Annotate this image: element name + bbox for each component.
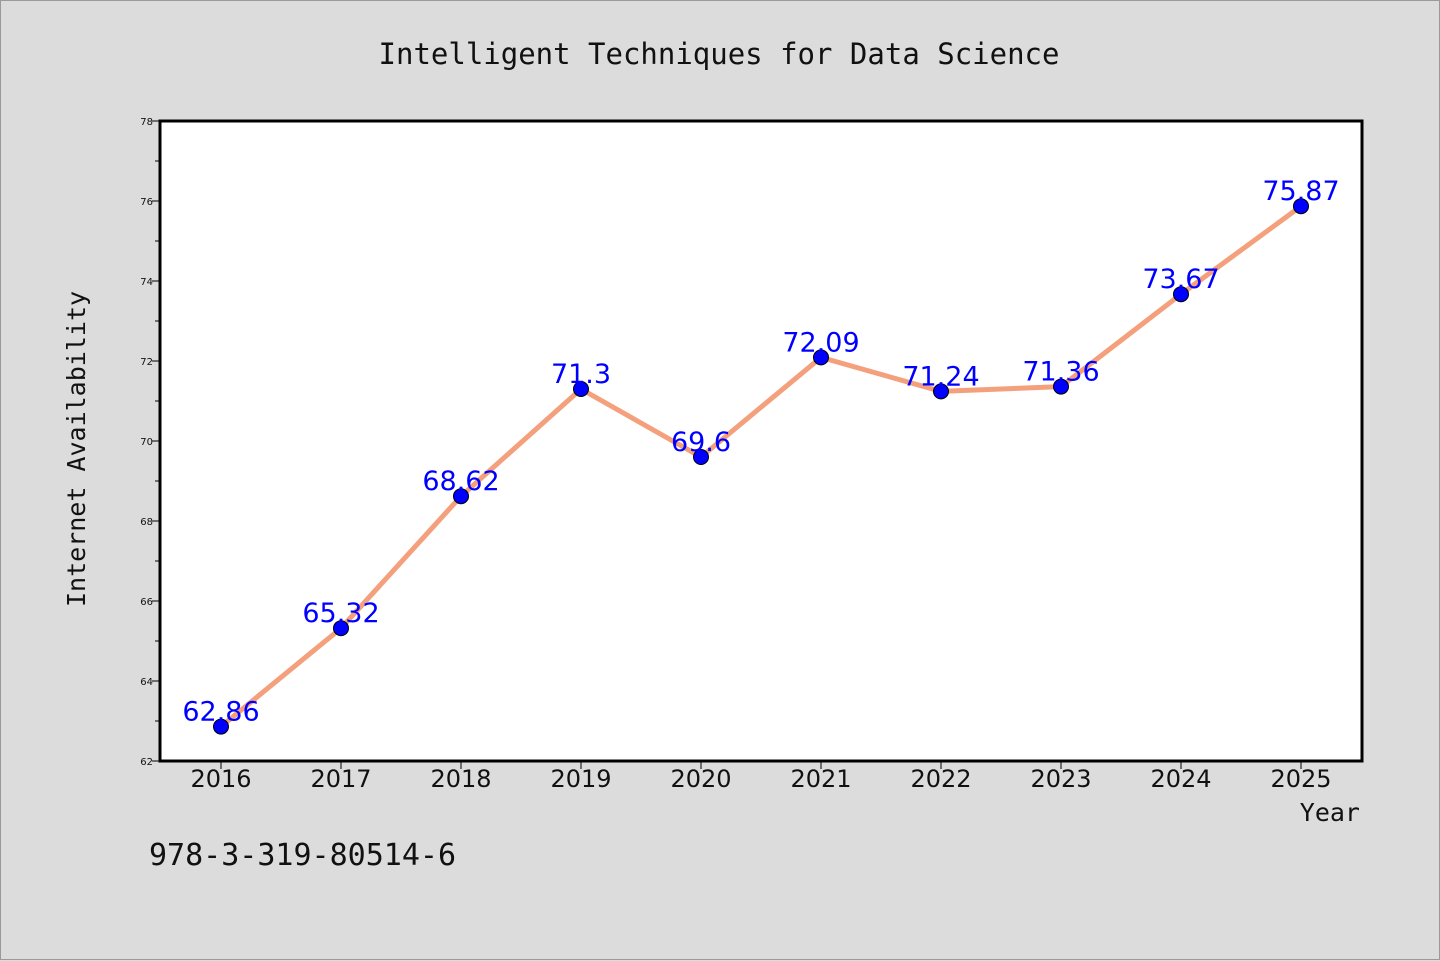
y-tick-label: 66 bbox=[140, 597, 153, 608]
data-point bbox=[1173, 286, 1189, 303]
data-point bbox=[213, 718, 229, 735]
isbn-label: 978-3-319-80514-6 bbox=[149, 838, 456, 873]
y-tick-label: 78 bbox=[140, 117, 153, 128]
data-label: 71.24 bbox=[902, 361, 979, 392]
y-tick-label: 72 bbox=[140, 357, 153, 368]
x-tick-label: 2022 bbox=[910, 765, 971, 793]
x-tick-label: 2021 bbox=[790, 765, 851, 793]
x-tick-label: 2024 bbox=[1150, 765, 1211, 793]
x-axis: 2016 2017 2018 2019 2020 2021 2022 2023 2024 2025 bbox=[190, 761, 1332, 793]
data-label: 62.86 bbox=[182, 697, 259, 728]
data-point bbox=[933, 383, 949, 400]
x-tick-label: 2025 bbox=[1270, 765, 1331, 793]
x-tick-label: 2019 bbox=[550, 765, 611, 793]
y-axis: 62 64 66 68 70 72 74 76 78 bbox=[140, 117, 160, 768]
y-tick-label: 62 bbox=[140, 757, 153, 768]
series-layer: 62.86 65.32 68.62 71.3 69.6 72.09 71.24 71.36 73… bbox=[182, 176, 1340, 735]
y-tick-label: 76 bbox=[140, 197, 153, 208]
data-label: 73.67 bbox=[1142, 264, 1219, 295]
data-point bbox=[813, 349, 829, 366]
x-tick-label: 2020 bbox=[670, 765, 731, 793]
data-label: 69.6 bbox=[671, 427, 731, 458]
chart-title: Intelligent Techniques for Data Science bbox=[379, 37, 1060, 71]
data-label: 72.09 bbox=[782, 327, 859, 358]
y-axis-label: Internet Availability bbox=[62, 291, 91, 607]
y-tick-label: 74 bbox=[140, 277, 153, 288]
data-point bbox=[333, 620, 349, 637]
x-axis-label: Year bbox=[1300, 798, 1360, 827]
x-tick-label: 2018 bbox=[430, 765, 491, 793]
data-point bbox=[693, 449, 709, 465]
data-label: 71.36 bbox=[1022, 357, 1099, 388]
data-point bbox=[573, 381, 589, 397]
data-point bbox=[453, 488, 469, 505]
y-tick-label: 64 bbox=[140, 677, 153, 688]
data-label: 75.87 bbox=[1262, 176, 1339, 207]
y-tick-label: 70 bbox=[140, 437, 153, 448]
y-tick-label: 68 bbox=[140, 517, 153, 528]
x-tick-label: 2016 bbox=[190, 765, 251, 793]
plot-area bbox=[158, 119, 1364, 763]
data-label: 68.62 bbox=[422, 466, 499, 497]
data-label: 65.32 bbox=[302, 598, 379, 629]
x-tick-label: 2017 bbox=[310, 765, 371, 793]
data-point bbox=[1053, 378, 1069, 395]
data-label: 71.3 bbox=[551, 359, 611, 390]
series-line bbox=[218, 203, 1304, 730]
data-point bbox=[1293, 198, 1309, 215]
x-tick-label: 2023 bbox=[1030, 765, 1091, 793]
